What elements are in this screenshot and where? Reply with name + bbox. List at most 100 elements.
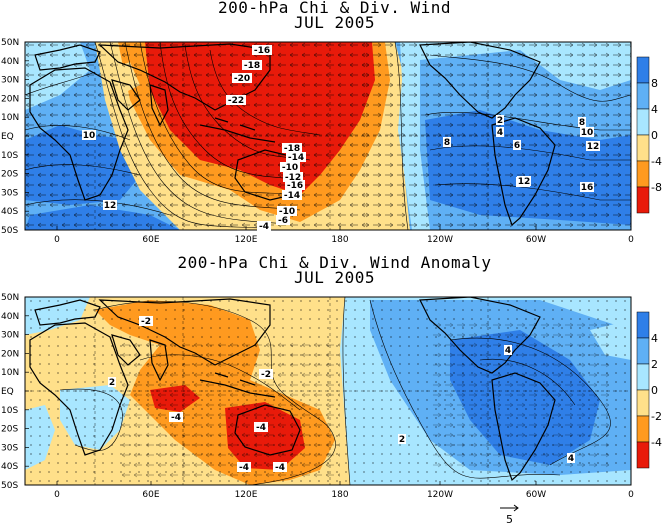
lon-tick-label: 60E [142, 235, 159, 245]
contour-label-box [277, 206, 297, 216]
contour-label: 4 [505, 346, 511, 356]
contour-label-box [285, 180, 305, 190]
lat-tick-label: 50S [1, 481, 18, 491]
bottom-shaded-field [25, 297, 631, 485]
contour-label: -12 [285, 173, 301, 183]
colorbar-label: -4 [651, 436, 662, 449]
contour-label-box [257, 221, 271, 231]
colorbar-label: -4 [651, 155, 662, 168]
contour-label: -16 [254, 46, 270, 56]
contour-label-box [282, 190, 302, 200]
contour-label: -2 [261, 370, 271, 380]
lat-tick-label: 40S [1, 462, 18, 472]
contour-label-box [282, 143, 302, 153]
contour-label-box [496, 115, 504, 125]
contour-label: -2 [141, 317, 151, 327]
contour-label: -16 [287, 181, 303, 191]
contour-label-box [273, 462, 287, 472]
contour-label-box [496, 127, 504, 137]
lon-tick-label: 180 [331, 490, 348, 500]
lat-tick-label: 10S [1, 151, 18, 161]
colorbar-swatch [636, 82, 650, 110]
lat-tick-label: 30S [1, 188, 18, 198]
colorbar-label: 2 [651, 358, 658, 371]
contour-label: 2 [109, 378, 115, 388]
lat-tick-label: 30N [1, 76, 19, 86]
contour-label-box [286, 152, 306, 162]
contour-label-box [103, 200, 117, 210]
lat-tick-label: 20S [1, 425, 18, 435]
contour-label-box [443, 137, 451, 147]
reference-vector-label: 5 [506, 513, 513, 526]
indonesia-coastline [199, 117, 276, 143]
colorbar-label: 4 [651, 332, 658, 345]
lat-tick-label: 10S [1, 406, 18, 416]
contour-label: -4 [256, 423, 266, 433]
colorbar-label: -2 [651, 410, 662, 423]
contour-label-box [254, 422, 268, 432]
lon-tick-label: 120W [427, 235, 453, 245]
contour-label: 8 [444, 138, 450, 148]
contour-label-box [567, 453, 575, 463]
colorbar-label: 0 [651, 129, 658, 142]
contour-label-box [283, 172, 303, 182]
lat-tick-label: 10N [1, 368, 19, 378]
contour-label: 16 [581, 183, 594, 193]
contour-label: -4 [239, 463, 249, 473]
contour-label: -22 [228, 96, 244, 106]
contour-label: 12 [104, 201, 117, 211]
contour-label: -4 [171, 413, 181, 423]
contour-label: 10 [83, 131, 96, 141]
contour-label: 10 [581, 128, 594, 138]
lat-tick-label: 40N [1, 312, 19, 322]
contour-label-box [82, 130, 96, 140]
contour-label: 6 [514, 141, 520, 151]
lon-tick-label: 0 [628, 235, 634, 245]
contour-label: -18 [244, 61, 260, 71]
contour-label-box [517, 176, 531, 186]
contour-label-box [580, 127, 594, 137]
contour-label-box [108, 377, 116, 387]
lat-tick-label: 30N [1, 331, 19, 341]
colorbar-label: -8 [651, 181, 662, 194]
lat-tick-label: EQ [1, 387, 14, 397]
contour-label-box [276, 215, 290, 225]
contour-label-box [578, 117, 586, 127]
lat-tick-label: 20S [1, 170, 18, 180]
contour-label: 2 [399, 435, 405, 445]
lon-tick-label: 60W [526, 490, 546, 500]
lat-tick-label: 20N [1, 94, 19, 104]
bottom-panel-title: 200-hPa Chi & Div. Wind Anomaly [177, 253, 492, 272]
contour-label-box [259, 369, 273, 379]
arabia-coastline [111, 79, 141, 111]
contour-label: -14 [284, 191, 300, 201]
lon-tick-label: 120W [427, 490, 453, 500]
lon-tick-label: 60E [142, 490, 159, 500]
lat-tick-label: EQ [1, 132, 14, 142]
lat-tick-label: 30S [1, 443, 18, 453]
top-panel-title: 200-hPa Chi & Div. Wind [217, 0, 452, 17]
contour-label: 12 [587, 142, 600, 152]
lon-tick-label: 60W [526, 235, 546, 245]
contour-label: -6 [278, 216, 288, 226]
bottom-panel-subtitle: JUL 2005 [293, 268, 376, 287]
lat-tick-label: 50N [1, 293, 19, 303]
colorbar-swatch [636, 337, 650, 365]
lat-tick-label: 20N [1, 349, 19, 359]
contour-label: -14 [288, 153, 304, 163]
contour-label-box [226, 95, 246, 105]
contour-label: -10 [282, 163, 298, 173]
contour-label: -10 [279, 207, 295, 217]
contour-label-box [513, 140, 521, 150]
lon-tick-label: 0 [628, 490, 634, 500]
top-map-panel: 50N 40N 30N 20N 10N EQ 10S 20S 30S 40S 50S 0 60E 120E… [1, 38, 662, 245]
contour-label-box [139, 316, 153, 326]
colorbar-label: 8 [651, 77, 658, 90]
lon-tick-label: 180 [331, 235, 348, 245]
asia-coastline [98, 43, 271, 111]
colorbar-swatch [636, 363, 650, 391]
contour-label-box [242, 60, 262, 70]
south-america-coastline [491, 117, 556, 227]
lon-tick-label: 0 [54, 490, 60, 500]
contour-label-box [580, 182, 594, 192]
